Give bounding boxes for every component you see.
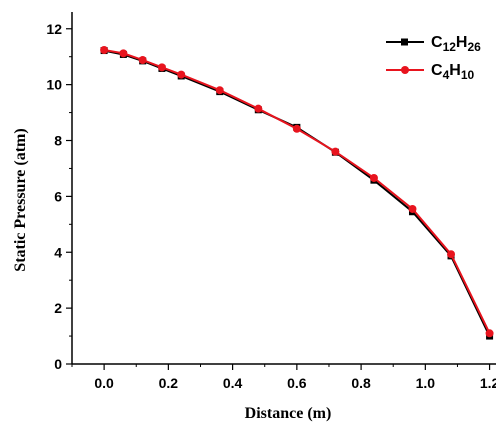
legend-label-part: 10: [461, 68, 475, 82]
y-tick-label: 0: [54, 356, 62, 372]
legend-label-part: H: [456, 34, 468, 51]
legend-marker: [401, 38, 408, 46]
x-tick-label: 0.0: [94, 375, 114, 391]
legend-label: C12H26: [431, 34, 481, 54]
data-point: [254, 104, 263, 113]
x-tick-label: 1.2: [480, 375, 496, 391]
y-axis-title: Static Pressure (atm): [12, 128, 29, 271]
data-point: [157, 63, 166, 72]
y-tick-label: 12: [46, 21, 62, 37]
data-point: [177, 70, 186, 79]
legend-label-part: 26: [467, 40, 481, 54]
y-tick-label: 8: [54, 133, 62, 149]
data-point: [447, 250, 456, 259]
data-point: [331, 147, 340, 156]
legend-label: C4H10: [431, 62, 474, 82]
y-tick-label: 6: [54, 188, 62, 204]
legend-label-part: C: [431, 34, 443, 51]
data-point: [292, 124, 301, 133]
series-C12H26: [100, 47, 494, 340]
x-tick-label: 0.6: [287, 375, 307, 391]
data-point: [215, 86, 224, 95]
series-line: [103, 49, 491, 337]
data-point: [119, 49, 128, 58]
legend-marker: [401, 66, 409, 74]
y-tick-label: 10: [46, 77, 62, 93]
data-point: [100, 45, 109, 54]
data-point: [369, 173, 378, 182]
x-tick-label: 0.8: [351, 375, 371, 391]
y-tick-label: 4: [54, 244, 62, 260]
x-tick-label: 0.4: [223, 375, 243, 391]
legend-label-part: H: [449, 62, 461, 79]
data-point: [408, 204, 417, 213]
legend-label-part: C: [431, 62, 443, 79]
series-C4H10: [100, 45, 494, 338]
x-tick-label: 1.0: [416, 375, 436, 391]
y-tick-label: 2: [54, 300, 62, 316]
legend-label-part: 12: [443, 40, 457, 54]
ticks: 0.0 0.2 0.4 0.6 0.8 1.0 1.2 0 2 4 6 8 10 12: [46, 21, 496, 391]
x-axis-title: Distance (m): [245, 405, 332, 422]
x-tick-label: 0.2: [159, 375, 179, 391]
series-layer: [100, 45, 494, 340]
data-point: [485, 329, 494, 338]
series-line: [103, 49, 491, 334]
legend-label-part: 4: [443, 68, 450, 82]
data-point: [138, 56, 147, 65]
